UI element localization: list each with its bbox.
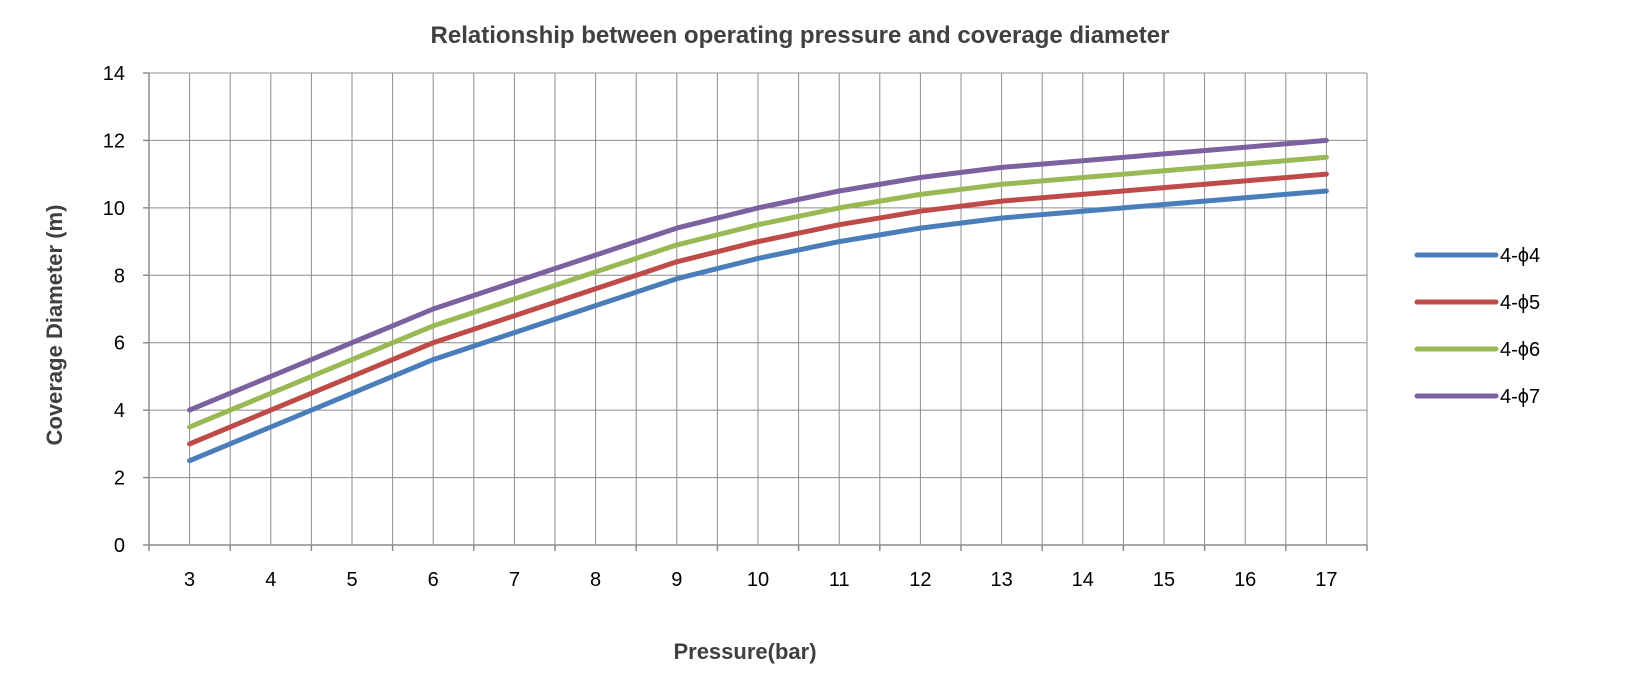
x-tick-label: 15 (1153, 569, 1175, 591)
y-tick-label: 14 (103, 63, 125, 85)
series-line-2 (187, 171, 1329, 447)
y-tick-labels: 0 2 4 6 8 10 12 14 (103, 63, 125, 557)
y-tick-label: 10 (103, 198, 125, 220)
y-tick-label: 2 (114, 468, 125, 490)
x-tick-label: 9 (671, 569, 682, 591)
x-tick-labels: 3 4 5 6 7 8 9 10 11 12 13 14 15 16 17 (184, 569, 1337, 591)
x-tick-label: 13 (990, 569, 1012, 591)
axes (143, 72, 1368, 551)
y-axis-label: Coverage Diameter (m) (42, 205, 67, 446)
x-axis-label: Pressure(bar) (673, 639, 816, 664)
legend: 4-ϕ4 4-ϕ5 4-ϕ6 4-ϕ7 (1414, 245, 1540, 408)
x-tick-label: 6 (428, 569, 439, 591)
legend-label: 4-ϕ4 (1500, 245, 1540, 267)
y-tick-label: 8 (114, 265, 125, 287)
y-tick-label: 6 (114, 333, 125, 355)
x-tick-label: 17 (1315, 569, 1337, 591)
x-tick-label: 12 (909, 569, 931, 591)
series-line-3 (187, 154, 1329, 430)
grid (149, 72, 1367, 546)
x-tick-label: 8 (590, 569, 601, 591)
x-tick-label: 5 (346, 569, 357, 591)
y-tick-label: 12 (103, 130, 125, 152)
x-tick-label: 7 (509, 569, 520, 591)
series-lines (187, 137, 1329, 464)
x-tick-label: 10 (747, 569, 769, 591)
x-tick-label: 4 (265, 569, 276, 591)
y-tick-label: 0 (114, 535, 125, 557)
legend-label: 4-ϕ6 (1500, 339, 1540, 361)
x-tick-label: 11 (829, 569, 850, 591)
x-tick-label: 14 (1072, 569, 1094, 591)
legend-label: 4-ϕ5 (1500, 292, 1540, 314)
legend-label: 4-ϕ7 (1500, 386, 1540, 408)
chart-title: Relationship between operating pressure … (431, 22, 1170, 49)
series-line-1 (187, 188, 1329, 464)
series-line-4 (187, 137, 1329, 413)
x-tick-label: 16 (1234, 569, 1256, 591)
x-tick-label: 3 (184, 569, 195, 591)
y-tick-label: 4 (114, 400, 125, 422)
